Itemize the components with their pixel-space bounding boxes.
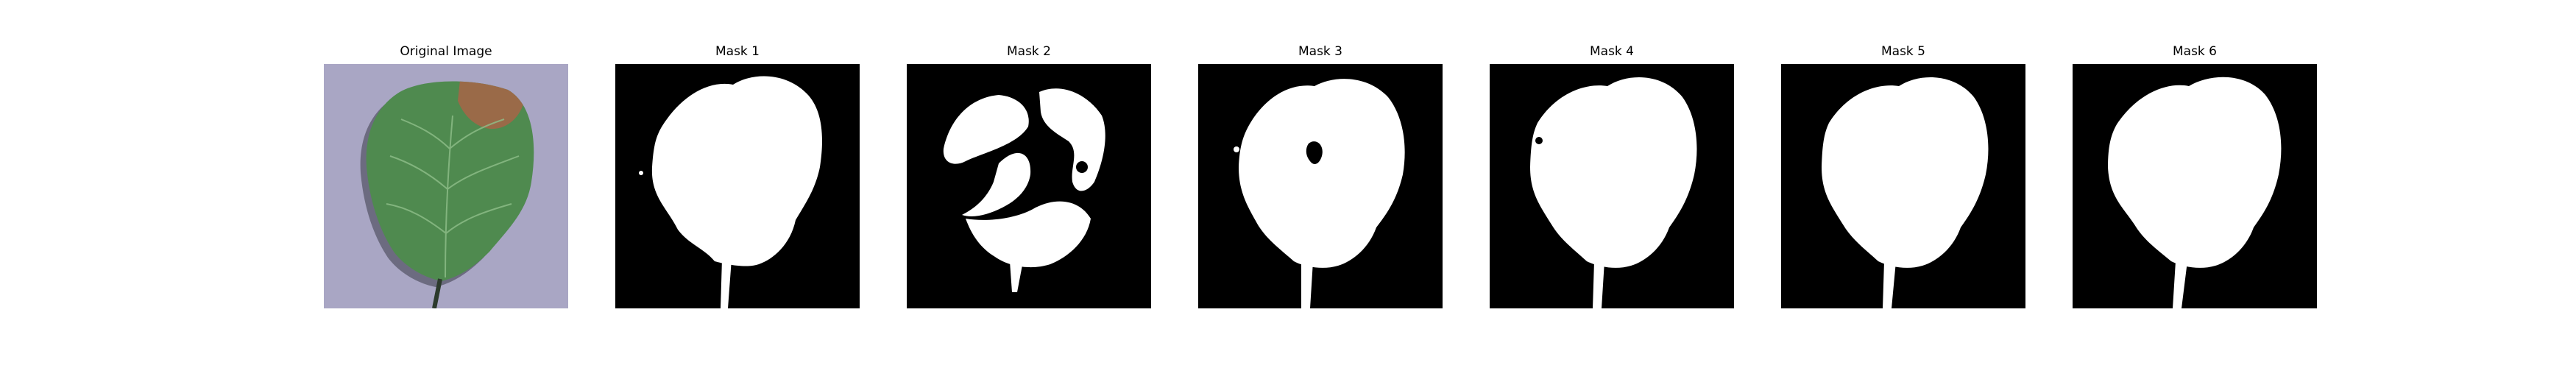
panel-mask-2: Mask 2: [907, 0, 1151, 368]
panel-title-mask-2: Mask 2: [1006, 44, 1051, 59]
panel-title-mask-1: Mask 1: [715, 44, 760, 59]
mask-5-image: [1781, 64, 2025, 308]
panel-mask-5: Mask 5: [1781, 0, 2025, 368]
mask-2-image: [907, 64, 1151, 308]
mask-4-image: [1490, 64, 1734, 308]
mask-6-image: [2073, 64, 2317, 308]
mask-3-image: [1198, 64, 1443, 308]
panel-title-mask-5: Mask 5: [1880, 44, 1925, 59]
panel-title-mask-3: Mask 3: [1298, 44, 1342, 59]
original-leaf-image: [324, 64, 568, 308]
panel-title-mask-4: Mask 4: [1589, 44, 1634, 59]
panel-title-mask-6: Mask 6: [2172, 44, 2217, 59]
panel-mask-6: Mask 6: [2073, 0, 2317, 368]
panel-mask-3: Mask 3: [1198, 0, 1443, 368]
panel-mask-4: Mask 4: [1490, 0, 1734, 368]
mask-1-image: [615, 64, 860, 308]
panel-title-original: Original Image: [400, 44, 492, 59]
panel-mask-1: Mask 1: [615, 0, 860, 368]
panel-original: Original Image: [324, 0, 568, 368]
